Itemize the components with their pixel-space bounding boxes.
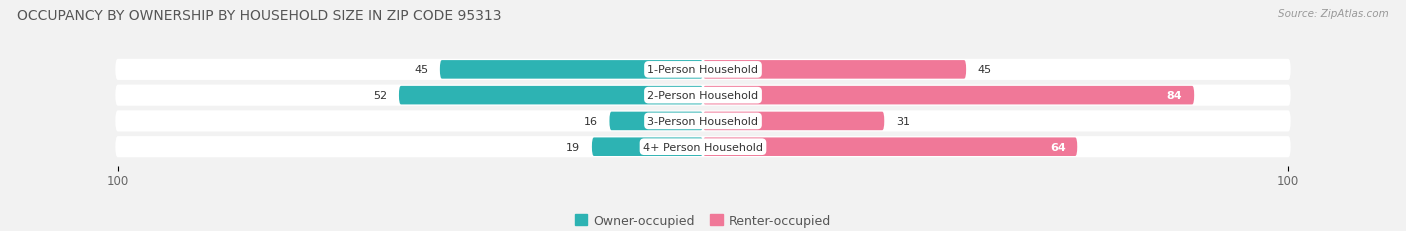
FancyBboxPatch shape — [609, 112, 703, 131]
Text: 3-Person Household: 3-Person Household — [648, 116, 758, 126]
Text: 52: 52 — [373, 91, 387, 101]
FancyBboxPatch shape — [115, 85, 1291, 106]
Text: 64: 64 — [1050, 142, 1066, 152]
FancyBboxPatch shape — [703, 138, 1077, 156]
FancyBboxPatch shape — [115, 137, 1291, 158]
Text: 19: 19 — [567, 142, 581, 152]
FancyBboxPatch shape — [703, 112, 884, 131]
Text: 2-Person Household: 2-Person Household — [647, 91, 759, 101]
Legend: Owner-occupied, Renter-occupied: Owner-occupied, Renter-occupied — [569, 209, 837, 231]
Text: 1-Person Household: 1-Person Household — [648, 65, 758, 75]
FancyBboxPatch shape — [703, 61, 966, 79]
Text: 45: 45 — [977, 65, 993, 75]
Text: OCCUPANCY BY OWNERSHIP BY HOUSEHOLD SIZE IN ZIP CODE 95313: OCCUPANCY BY OWNERSHIP BY HOUSEHOLD SIZE… — [17, 9, 502, 23]
Text: 4+ Person Household: 4+ Person Household — [643, 142, 763, 152]
Text: 16: 16 — [583, 116, 598, 126]
Text: 84: 84 — [1167, 91, 1182, 101]
Text: 31: 31 — [896, 116, 910, 126]
FancyBboxPatch shape — [703, 86, 1194, 105]
FancyBboxPatch shape — [115, 60, 1291, 81]
Text: 45: 45 — [413, 65, 429, 75]
FancyBboxPatch shape — [115, 111, 1291, 132]
FancyBboxPatch shape — [399, 86, 703, 105]
FancyBboxPatch shape — [592, 138, 703, 156]
FancyBboxPatch shape — [440, 61, 703, 79]
Text: Source: ZipAtlas.com: Source: ZipAtlas.com — [1278, 9, 1389, 19]
